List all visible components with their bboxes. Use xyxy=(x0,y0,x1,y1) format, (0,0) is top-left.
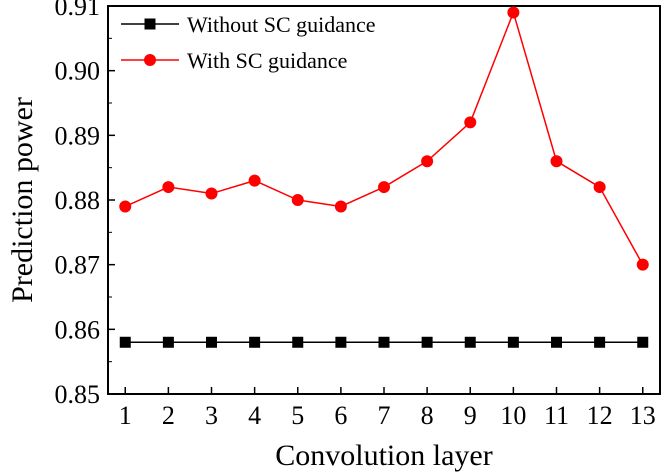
data-point xyxy=(206,336,217,348)
data-point xyxy=(378,181,390,194)
x-tick-label: 11 xyxy=(544,401,569,430)
x-axis-ticks: 1 2 3 4 5 6 7 8 9 10 11 12 13 xyxy=(119,387,656,430)
data-point xyxy=(162,336,174,348)
x-tick-label: 4 xyxy=(248,401,261,430)
data-point xyxy=(421,336,433,348)
y-tick-label: 0.91 xyxy=(55,0,101,21)
x-tick-label: 7 xyxy=(378,401,391,430)
series-1 xyxy=(119,336,649,348)
data-point xyxy=(551,336,562,348)
data-point xyxy=(119,200,132,213)
data-point xyxy=(248,174,261,187)
x-tick-label: 10 xyxy=(500,401,526,430)
x-axis-label: Convolution layer xyxy=(275,439,492,472)
data-point xyxy=(205,187,218,200)
data-point xyxy=(291,194,304,206)
x-tick-label: 13 xyxy=(630,401,656,430)
data-point xyxy=(594,336,606,348)
data-point xyxy=(507,336,519,348)
data-point xyxy=(335,336,347,348)
data-point xyxy=(421,155,434,168)
x-tick-label: 9 xyxy=(464,401,477,430)
data-point xyxy=(636,258,649,271)
data-point xyxy=(378,336,390,348)
x-tick-label: 1 xyxy=(119,401,132,430)
x-tick-label: 8 xyxy=(421,401,434,430)
series-2 xyxy=(119,6,649,271)
data-point xyxy=(637,336,649,348)
data-point xyxy=(464,336,476,348)
data-point xyxy=(162,181,175,194)
series-layer xyxy=(119,6,649,348)
x-tick-label: 3 xyxy=(205,401,218,430)
data-point xyxy=(593,181,606,194)
data-point xyxy=(464,116,477,129)
x-tick-label: 12 xyxy=(587,401,613,430)
y-axis-label: Prediction power xyxy=(6,97,39,303)
legend-item: Without SC guidance xyxy=(121,12,376,37)
data-point xyxy=(550,155,563,168)
y-tick-label: 0.90 xyxy=(55,57,101,86)
y-tick-label: 0.87 xyxy=(55,251,101,280)
data-point xyxy=(507,6,520,19)
legend-item: With SC guidance xyxy=(121,48,347,73)
data-point xyxy=(119,336,131,348)
x-tick-label: 2 xyxy=(162,401,175,430)
legend-marker xyxy=(144,18,156,30)
y-tick-label: 0.88 xyxy=(55,186,101,215)
data-point xyxy=(249,336,261,348)
y-axis-ticks: 0.85 0.86 0.87 0.88 0.89 0.90 0.91 xyxy=(55,0,115,409)
data-point xyxy=(292,336,304,348)
legend-label: With SC guidance xyxy=(187,48,347,73)
data-point xyxy=(334,200,347,213)
y-tick-label: 0.89 xyxy=(55,121,101,150)
y-tick-label: 0.86 xyxy=(55,315,101,344)
x-tick-label: 5 xyxy=(291,401,304,430)
x-tick-label: 6 xyxy=(334,401,347,430)
legend: Without SC guidance With SC guidance xyxy=(121,12,376,73)
legend-label: Without SC guidance xyxy=(187,12,376,37)
legend-marker xyxy=(144,54,156,66)
y-tick-label: 0.85 xyxy=(55,380,101,409)
